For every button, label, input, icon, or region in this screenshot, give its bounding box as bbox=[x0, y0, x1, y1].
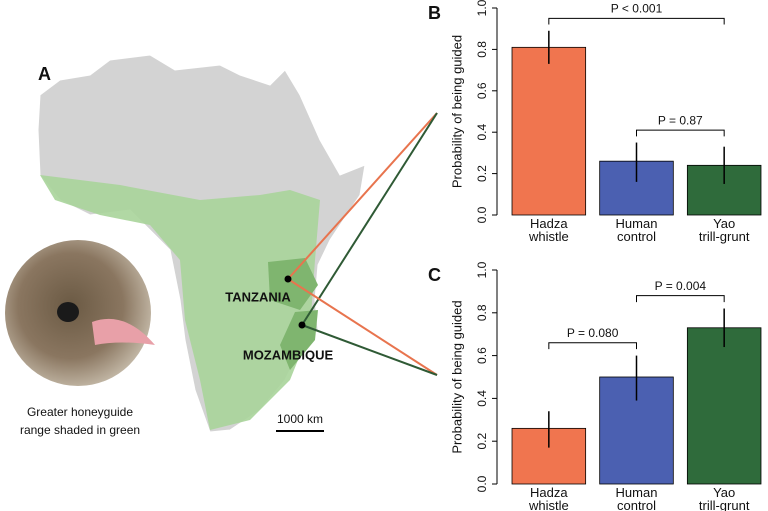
y-axis-label: Probability of being guided bbox=[449, 300, 464, 453]
country-label: TANZANIA bbox=[225, 289, 291, 304]
x-tick-label: Hadza whistle bbox=[528, 216, 569, 244]
caption: Greater honeyguide bbox=[27, 405, 133, 419]
significance-bracket bbox=[636, 129, 725, 137]
significance-bracket bbox=[636, 295, 725, 303]
bar bbox=[511, 46, 587, 216]
x-tick-label: Human control bbox=[616, 216, 658, 244]
bird-eye bbox=[57, 302, 79, 322]
x-tick-label: Yao trill-grunt bbox=[699, 216, 750, 244]
scale-label: 1000 km bbox=[277, 412, 323, 426]
y-tick-label: 0.6 bbox=[475, 82, 489, 99]
y-tick-label: 0.4 bbox=[475, 124, 489, 141]
mozambique bbox=[280, 310, 318, 370]
significance-label: P = 0.080 bbox=[567, 326, 619, 340]
y-tick-label: 0.2 bbox=[475, 433, 489, 450]
significance-label: P = 0.87 bbox=[658, 113, 703, 127]
panel-label: B bbox=[428, 3, 441, 23]
x-tick-label: Hadza whistle bbox=[528, 485, 569, 511]
x-tick-label: Human control bbox=[616, 485, 658, 511]
panel-label: C bbox=[428, 265, 441, 285]
y-tick-label: 0.8 bbox=[475, 304, 489, 321]
caption: range shaded in green bbox=[20, 423, 140, 437]
y-tick-label: 0.2 bbox=[475, 165, 489, 182]
y-tick-label: 0.0 bbox=[475, 206, 489, 223]
link bbox=[301, 112, 438, 326]
y-tick-label: 0.0 bbox=[475, 475, 489, 492]
map: A TANZANIA MOZAMBIQUE 1000 km Greater ho… bbox=[5, 54, 438, 437]
bird-beak bbox=[92, 318, 155, 345]
y-tick-label: 1.0 bbox=[475, 0, 489, 16]
link bbox=[301, 324, 438, 376]
y-tick-label: 0.6 bbox=[475, 347, 489, 364]
panel-label: A bbox=[38, 64, 51, 84]
site bbox=[284, 275, 292, 283]
significance-label: P < 0.001 bbox=[611, 2, 663, 16]
link bbox=[287, 278, 438, 376]
tanzania bbox=[268, 258, 318, 310]
y-tick-label: 0.8 bbox=[475, 41, 489, 58]
significance-bracket bbox=[548, 17, 725, 25]
y-axis-label: Probability of being guided bbox=[449, 35, 464, 188]
y-tick-label: 1.0 bbox=[475, 261, 489, 278]
link bbox=[287, 112, 438, 280]
bar bbox=[686, 327, 762, 485]
range bbox=[40, 175, 320, 430]
country-label: MOZAMBIQUE bbox=[243, 347, 334, 362]
significance-label: P = 0.004 bbox=[655, 279, 707, 293]
significance-bracket bbox=[548, 342, 637, 350]
x-tick-label: Yao trill-grunt bbox=[699, 485, 750, 511]
y-tick-label: 0.4 bbox=[475, 390, 489, 407]
site bbox=[298, 321, 306, 329]
